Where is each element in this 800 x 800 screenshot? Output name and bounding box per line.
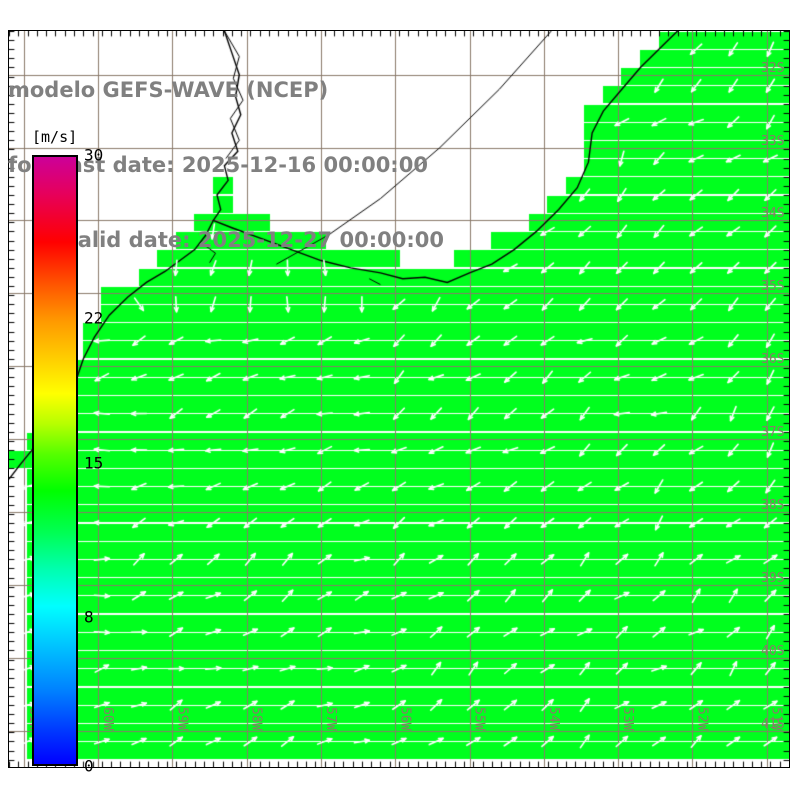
colorbar-gradient: [32, 155, 78, 766]
lon-label-54w: 54W: [545, 707, 561, 731]
lon-label-57w: 57W: [323, 707, 338, 731]
lat-label-37s: 37S: [761, 425, 785, 441]
colorbar-tick-15: 15: [84, 453, 104, 473]
lat-label-32s: 32S: [761, 60, 785, 76]
colorbar-tick-22: 22: [84, 308, 104, 328]
colorbar-units-label: [m/s]: [32, 128, 78, 146]
lat-label-38s: 38S: [761, 497, 785, 513]
lat-label-41s: 41S: [761, 716, 785, 732]
lon-label-55w: 55W: [471, 707, 487, 731]
lon-label-58w: 58W: [248, 707, 264, 731]
lon-label-59w: 59W: [174, 707, 190, 731]
lon-label-60w: 60W: [100, 707, 116, 731]
colorbar-tick-0: 0: [84, 756, 94, 776]
lon-label-56w: 56W: [397, 707, 413, 731]
lat-label-33s: 33S: [761, 133, 785, 149]
map-frame[interactable]: [8, 30, 790, 768]
lat-label-36s: 36S: [761, 352, 785, 368]
lon-label-51w: 51W: [768, 707, 784, 731]
lat-label-40s: 40S: [761, 643, 785, 659]
lon-label-52w: 52W: [694, 707, 710, 731]
lat-label-35s: 35S: [761, 279, 785, 295]
wind-speed-heatmap-canvas[interactable]: [9, 31, 789, 767]
colorbar-tick-8: 8: [84, 607, 94, 627]
colorbar-tick-30: 30: [84, 145, 104, 165]
lon-label-53w: 53W: [620, 707, 636, 731]
lat-label-39s: 39S: [761, 570, 785, 586]
lat-label-34s: 34S: [761, 206, 785, 222]
